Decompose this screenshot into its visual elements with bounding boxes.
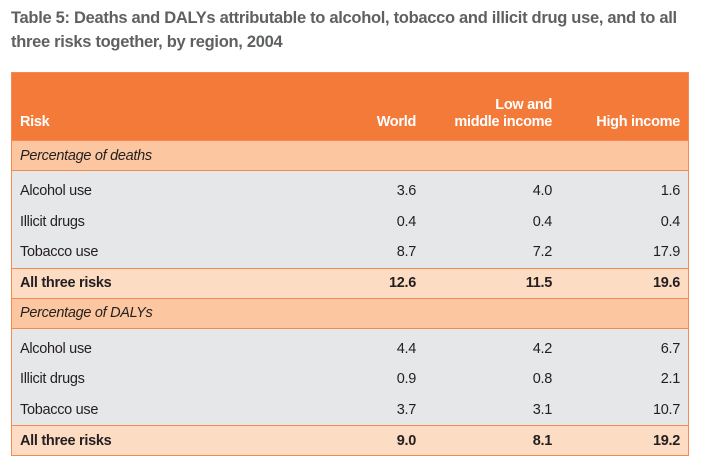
risk-cell: Illicit drugs xyxy=(20,213,85,230)
world-cell: 4.4 xyxy=(396,340,417,357)
world-cell: 3.6 xyxy=(396,183,417,200)
col-header-world: World xyxy=(328,73,424,141)
table-row: Tobacco use 3.7 3.1 10.7 xyxy=(12,395,688,426)
risk-table: Risk World Low and middle income High in… xyxy=(11,72,689,456)
table-row: Tobacco use 8.7 7.2 17.9 xyxy=(12,237,688,268)
lmi-cell: 3.1 xyxy=(532,401,553,418)
lmi-cell: 11.5 xyxy=(424,267,560,298)
caption-line-2: three risks together, by region, 2004 xyxy=(11,33,283,51)
high-income-cell: 2.1 xyxy=(660,371,681,388)
col-header-lmi-line-2: middle income xyxy=(454,114,552,130)
col-header-high-income: High income xyxy=(560,73,688,141)
section-header-dalys: Percentage of DALYs xyxy=(12,297,688,329)
risk-cell: Tobacco use xyxy=(20,244,99,261)
world-cell: 0.4 xyxy=(396,213,417,230)
lmi-cell: 0.4 xyxy=(532,213,553,230)
high-income-cell: 19.6 xyxy=(560,267,688,298)
world-cell: 3.7 xyxy=(396,401,417,418)
total-row-dalys: All three risks 9.0 8.1 19.2 xyxy=(12,425,688,455)
lmi-cell: 8.1 xyxy=(424,425,560,455)
world-cell: 9.0 xyxy=(328,425,424,455)
high-income-cell: 17.9 xyxy=(652,244,680,261)
col-header-lmi-line-1: Low and xyxy=(495,97,552,113)
caption-line-1: Table 5: Deaths and DALYs attributable t… xyxy=(11,9,677,27)
col-header-risk: Risk xyxy=(12,73,328,141)
lmi-cell: 0.8 xyxy=(532,371,553,388)
section-header-deaths: Percentage of deaths xyxy=(12,140,688,171)
world-cell: 0.9 xyxy=(396,371,417,388)
total-row-deaths: All three risks 12.6 11.5 19.6 xyxy=(12,267,688,298)
table-row: Alcohol use 3.6 4.0 1.6 xyxy=(12,171,688,207)
header-row: Risk World Low and middle income High in… xyxy=(12,73,688,141)
col-header-low-middle-income: Low and middle income xyxy=(424,73,560,141)
table-header: Risk World Low and middle income High in… xyxy=(12,73,688,141)
risk-cell: Illicit drugs xyxy=(20,371,85,388)
high-income-cell: 0.4 xyxy=(660,213,681,230)
high-income-cell: 6.7 xyxy=(660,340,681,357)
table-caption: Table 5: Deaths and DALYs attributable t… xyxy=(11,6,691,54)
high-income-cell: 10.7 xyxy=(652,401,680,418)
lmi-cell: 4.0 xyxy=(532,183,553,200)
high-income-cell: 19.2 xyxy=(560,425,688,455)
table-body: Percentage of deaths Alcohol use 3.6 4.0… xyxy=(12,140,688,455)
risk-cell: All three risks xyxy=(12,267,328,298)
risk-cell: Alcohol use xyxy=(20,183,92,200)
section-title: Percentage of deaths xyxy=(12,140,688,171)
section-title: Percentage of DALYs xyxy=(12,297,688,329)
lmi-cell: 4.2 xyxy=(532,340,553,357)
risk-cell: Tobacco use xyxy=(20,401,99,418)
risk-cell: All three risks xyxy=(12,425,328,455)
data-table: Risk World Low and middle income High in… xyxy=(12,73,688,455)
world-cell: 12.6 xyxy=(328,267,424,298)
high-income-cell: 1.6 xyxy=(660,183,681,200)
table-row: Illicit drugs 0.4 0.4 0.4 xyxy=(12,207,688,238)
world-cell: 8.7 xyxy=(396,244,417,261)
lmi-cell: 7.2 xyxy=(532,244,553,261)
table-row: Illicit drugs 0.9 0.8 2.1 xyxy=(12,364,688,395)
risk-cell: Alcohol use xyxy=(20,340,92,357)
table-row: Alcohol use 4.4 4.2 6.7 xyxy=(12,328,688,364)
